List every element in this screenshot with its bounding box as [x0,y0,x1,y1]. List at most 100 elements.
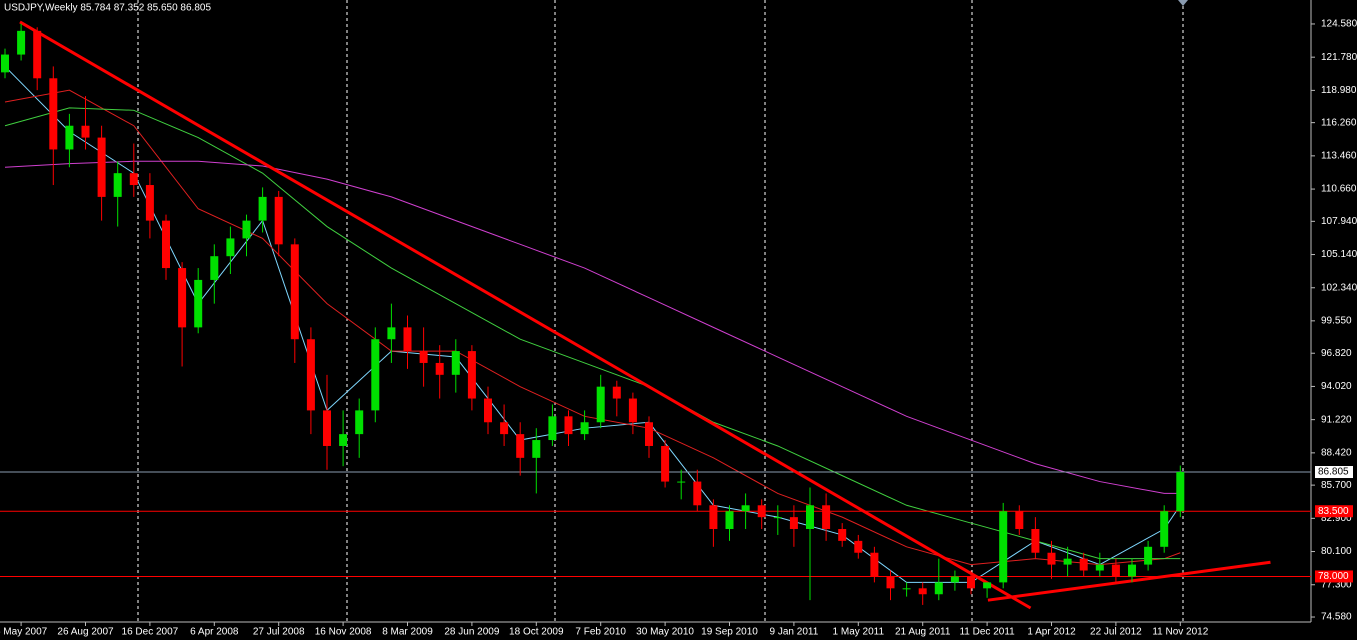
candle-body [789,517,798,530]
y-tick-label: 124.580 [1321,19,1357,30]
candle-body [33,30,42,79]
x-tick-label: 6 Apr 2008 [190,627,239,638]
y-tick-label: 80.100 [1321,546,1352,557]
candle-body [950,576,959,583]
candle-body [81,125,90,138]
candle-body [17,30,26,55]
y-tick-label: 82.900 [1321,513,1352,524]
x-tick-label: 26 Aug 2007 [57,627,114,638]
candle-body [934,582,943,595]
price-level-label: 83.500 [1318,506,1349,517]
candle-body [516,434,525,458]
candle-body [1015,511,1024,530]
y-tick-label: 77.300 [1321,579,1352,590]
y-tick-label: 105.140 [1321,249,1357,260]
y-tick-label: 121.780 [1321,52,1357,63]
y-tick-label: 85.700 [1321,480,1352,491]
y-tick-label: 99.550 [1321,315,1352,326]
candle-body [210,256,219,280]
y-tick-label: 96.820 [1321,348,1352,359]
candle-body [918,588,927,595]
candle-body [564,416,573,435]
x-tick-label: 21 Aug 2011 [895,627,951,638]
candle-body [97,137,106,197]
candle-body [693,481,702,506]
x-tick-label: 6 May 2007 [0,627,48,638]
candle-body [419,351,428,363]
price-level-box [1315,570,1353,583]
candle-body [467,351,476,399]
candle-body [355,410,364,435]
x-tick-label: 19 Sep 2010 [701,627,758,638]
candle-body [226,238,235,257]
candle-body [387,327,396,340]
candle-body [306,339,315,411]
moving-average [4,160,1181,494]
candle-body [500,422,509,435]
candle-body [741,505,750,512]
candle-body [806,505,814,530]
x-tick-label: 22 Jul 2012 [1090,627,1142,638]
moving-average [4,66,1181,583]
candle-body [129,173,138,186]
candle-body [612,386,621,399]
candle-body [484,398,492,423]
candle-body [1079,558,1088,571]
price-level-box [1315,466,1353,479]
candle-body [967,576,975,589]
y-tick-label: 74.580 [1321,612,1352,623]
candle-body [242,220,251,239]
y-tick-label: 88.420 [1321,448,1352,459]
candle-body [290,244,299,340]
x-tick-label: 8 Mar 2009 [382,627,433,638]
candle-body [709,505,718,530]
candle-body [371,339,380,411]
candle-body [838,529,847,541]
x-tick-label: 1 May 2011 [833,627,885,638]
y-tick-label: 113.460 [1321,150,1357,161]
candle-body [645,422,653,446]
moving-average [4,89,1181,566]
price-level-box [1315,505,1353,518]
candle-body [1176,472,1185,512]
x-tick-label: 7 Feb 2010 [575,627,626,638]
x-tick-label: 1 Apr 2012 [1027,627,1076,638]
x-tick-label: 9 Jan 2011 [770,627,819,638]
x-tick-label: 11 Dec 2011 [959,627,1015,638]
x-tick-label: 16 Dec 2007 [122,627,179,638]
y-tick-label: 102.340 [1321,282,1357,293]
x-tick-label: 28 Jun 2009 [444,627,499,638]
price-level-label: 86.805 [1318,467,1349,478]
candle-body [757,505,766,518]
candle-body [628,398,637,423]
price-level-label: 78.000 [1318,571,1349,582]
candle-body [1095,564,1104,571]
candle-body [194,279,203,328]
y-tick-label: 94.020 [1321,381,1352,392]
candle-body [274,196,283,245]
x-tick-label: 27 Jul 2008 [253,627,305,638]
x-tick-label: 30 May 2010 [636,627,694,638]
y-tick-label: 110.660 [1321,184,1357,195]
candle-body [1128,564,1136,577]
x-tick-label: 16 Nov 2008 [315,627,372,638]
candle-body [822,505,831,530]
trendline [19,20,1032,610]
candle-body [902,588,911,590]
candle-body [1111,564,1120,577]
candle-body [532,440,541,458]
candle-body [451,351,460,375]
candle-body [773,517,782,519]
candle-body [403,327,412,352]
x-tick-label: 11 Nov 2012 [1152,627,1208,638]
chart-title: USDJPY,Weekly 85.784 87.352 85.650 86.80… [4,3,211,14]
candle-body [162,220,170,269]
candle-body [178,268,187,328]
candle-body [1031,529,1040,553]
candle-body [596,386,605,423]
candle-body [49,78,58,150]
candle-body [323,410,331,446]
candle-body [983,582,992,589]
